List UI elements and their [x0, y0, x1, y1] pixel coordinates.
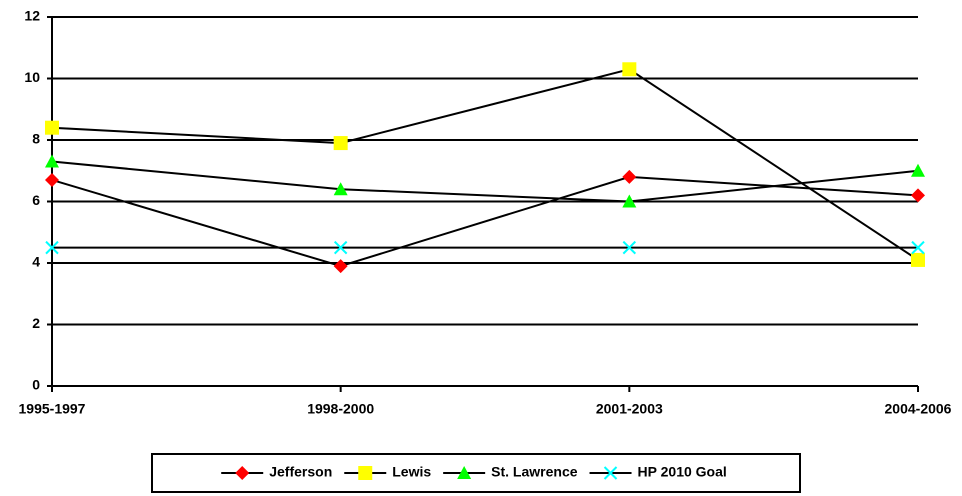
legend-label: Lewis [392, 464, 431, 480]
x-tick-label: 2001-2003 [596, 401, 663, 417]
marker [622, 62, 637, 77]
marker [622, 240, 637, 255]
marker [911, 240, 925, 255]
marker [457, 466, 472, 479]
x-tick-label: 1998-2000 [307, 401, 374, 417]
y-tick-label: 4 [32, 254, 40, 270]
marker [622, 169, 637, 184]
legend: Jefferson Lewis St. Lawrence HP 2010 Goal [151, 453, 801, 493]
marker [235, 466, 250, 480]
y-tick-label: 2 [32, 315, 40, 331]
marker [333, 136, 348, 151]
y-tick-label: 0 [32, 377, 40, 393]
x-tick-label: 2004-2006 [885, 401, 952, 417]
marker [911, 163, 925, 177]
marker [45, 154, 59, 168]
series-line [51, 68, 919, 261]
y-tick-label: 10 [24, 69, 40, 85]
series-line [51, 175, 919, 268]
series-line [51, 160, 919, 203]
marker [911, 188, 925, 203]
marker [911, 252, 925, 267]
x-tick-label: 1995-1997 [19, 401, 86, 417]
marker [45, 240, 59, 255]
marker [45, 120, 59, 135]
marker [333, 240, 348, 255]
marker [622, 194, 637, 208]
legend-label: Jefferson [269, 464, 332, 480]
legend-label: HP 2010 Goal [638, 464, 727, 480]
marker [333, 259, 348, 274]
marker [333, 182, 348, 196]
marker [45, 172, 59, 187]
marker [358, 466, 373, 480]
marker [603, 466, 618, 480]
y-tick-label: 8 [32, 131, 40, 147]
y-tick-label: 6 [32, 192, 40, 208]
y-tick-label: 12 [24, 8, 40, 24]
legend-label: St. Lawrence [491, 464, 578, 480]
